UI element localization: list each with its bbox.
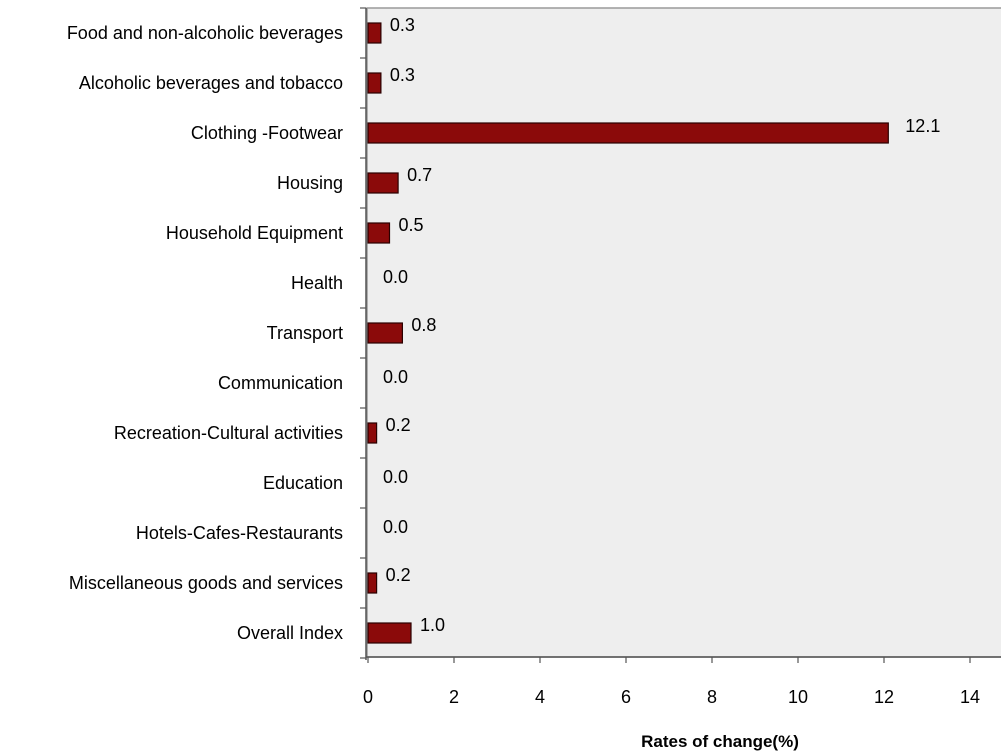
- category-label: Food and non-alcoholic beverages: [67, 23, 343, 43]
- bar: [367, 72, 382, 94]
- data-label: 0.3: [390, 15, 415, 35]
- data-label: 0.8: [411, 315, 436, 335]
- data-label: 0.5: [399, 215, 424, 235]
- data-label: 0.0: [383, 467, 408, 487]
- data-label: 0.7: [407, 165, 432, 185]
- plot-area: [366, 7, 1001, 658]
- data-label: 1.0: [420, 615, 445, 635]
- x-tick-label: 8: [707, 687, 717, 707]
- data-label: 0.2: [386, 565, 411, 585]
- bar: [367, 622, 412, 644]
- x-tick-label: 10: [788, 687, 808, 707]
- data-label: 0.0: [383, 367, 408, 387]
- x-tick-label: 14: [960, 687, 980, 707]
- category-label: Health: [291, 273, 343, 293]
- bar: [367, 22, 382, 44]
- category-label: Clothing -Footwear: [191, 123, 343, 143]
- category-label: Household Equipment: [166, 223, 343, 243]
- x-axis-title: Rates of change(%): [641, 732, 799, 751]
- bar: [367, 172, 399, 194]
- data-label: 0.3: [390, 65, 415, 85]
- data-label: 0.0: [383, 517, 408, 537]
- x-tick-label: 2: [449, 687, 459, 707]
- category-label: Recreation-Cultural activities: [114, 423, 343, 443]
- bar: [367, 122, 889, 144]
- category-label: Housing: [277, 173, 343, 193]
- category-label: Education: [263, 473, 343, 493]
- category-label: Overall Index: [237, 623, 343, 643]
- category-label: Miscellaneous goods and services: [69, 573, 343, 593]
- x-tick-label: 4: [535, 687, 545, 707]
- x-tick-label: 6: [621, 687, 631, 707]
- data-label: 0.2: [386, 415, 411, 435]
- axes-layer: [360, 7, 1001, 663]
- bars-layer: [367, 22, 889, 644]
- category-label: Hotels-Cafes-Restaurants: [136, 523, 343, 543]
- x-tick-label: 0: [363, 687, 373, 707]
- category-label: Transport: [267, 323, 343, 343]
- labels-layer: Food and non-alcoholic beverages 0.3 Alcoh…: [67, 15, 980, 707]
- category-label: Alcoholic beverages and tobacco: [79, 73, 343, 93]
- x-tick-label: 12: [874, 687, 894, 707]
- bar: [367, 222, 391, 244]
- data-label: 0.0: [383, 267, 408, 287]
- bar: [367, 572, 378, 594]
- bar: [367, 422, 378, 444]
- bar: [367, 322, 404, 344]
- category-label: Communication: [218, 373, 343, 393]
- data-label: 12.1: [905, 116, 940, 136]
